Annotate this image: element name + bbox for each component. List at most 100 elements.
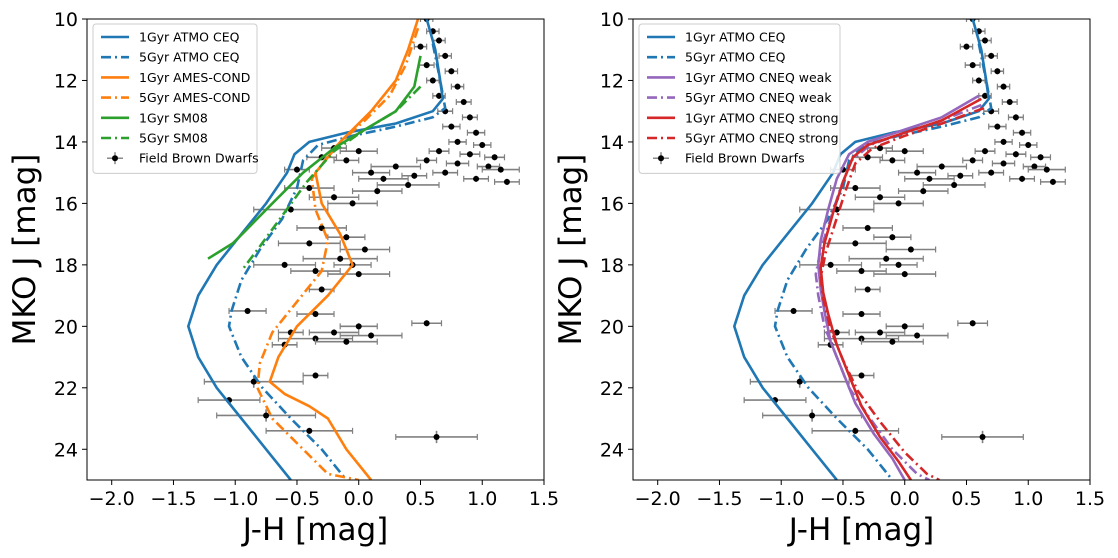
right-legend-entry: 1Gyr ATMO CNEQ weak	[685, 70, 832, 85]
left-field-brown-dwarf-point	[277, 329, 304, 336]
left-field-brown-dwarf-point	[455, 98, 472, 106]
right-legend-entry: Field Brown Dwarfs	[685, 151, 805, 166]
right-legend-swatch-points	[653, 152, 669, 165]
left-y-tick-label: 18	[54, 255, 78, 277]
right-chart: −2.0 −1.5 −1.0 −0.5 0.0 0.5 1.0 1.5 10 12 14 16 18 20…	[553, 9, 1105, 548]
left-plot-content	[187, 19, 520, 480]
right-field-brown-dwarf-point	[774, 307, 813, 315]
right-field-brown-dwarf-point	[916, 163, 968, 170]
left-field-brown-dwarf-point	[472, 141, 492, 149]
left-field-brown-dwarf-point	[327, 271, 391, 278]
right-field-brown-dwarf-point	[854, 194, 906, 201]
right-field-brown-dwarf-point	[885, 332, 949, 339]
left-y-axis-label: MKO J [mag]	[7, 154, 43, 346]
left-line-5gyr-sm08	[240, 85, 422, 272]
left-field-brown-dwarf-point	[327, 234, 366, 241]
left-field-brown-dwarf-point	[395, 430, 478, 444]
right-field-brown-dwarf-point	[991, 160, 1016, 167]
right-x-tick-label: 0.5	[951, 488, 981, 510]
right-line-1gyr-atmo-cneq-strong	[819, 97, 982, 480]
left-field-brown-dwarf-point	[253, 261, 317, 268]
right-field-brown-dwarf-point	[762, 409, 863, 422]
left-x-tick-label: −0.5	[274, 488, 320, 510]
left-y-tick-label: 16	[54, 193, 78, 215]
right-field-brown-dwarf-point	[1009, 175, 1036, 182]
right-field-brown-dwarf-point	[1030, 154, 1052, 161]
left-legend: 1Gyr ATMO CEQ 5Gyr ATMO CEQ 1Gyr AMES-COND…	[92, 23, 259, 174]
right-legend-entry: 5Gyr ATMO CNEQ strong	[685, 131, 839, 146]
left-field-brown-dwarf-point	[484, 154, 506, 161]
left-field-brown-dwarf-point	[314, 338, 378, 345]
right-field-brown-dwarf-point	[854, 286, 881, 293]
left-field-brown-dwarf-point	[418, 62, 435, 69]
right-field-brown-dwarf-point	[990, 68, 1005, 75]
right-field-brown-dwarf-point	[879, 261, 918, 268]
right-y-tick-label: 12	[600, 70, 624, 92]
right-field-brown-dwarf-point	[1022, 163, 1047, 170]
right-field-brown-dwarf-point	[897, 188, 949, 195]
left-legend-entry: 1Gyr AMES-COND	[139, 70, 250, 85]
left-field-brown-dwarf-point	[339, 148, 378, 155]
right-field-brown-dwarf-point	[1027, 166, 1066, 173]
left-legend-entry: Field Brown Dwarfs	[139, 151, 259, 166]
right-field-brown-dwarf-point	[854, 329, 906, 336]
right-y-tick-label: 20	[600, 316, 624, 338]
left-line-1gyr-ames-cond	[268, 19, 420, 480]
right-line-1gyr-atmo-cneq-weak	[817, 94, 980, 480]
right-field-brown-dwarf-point	[996, 83, 1011, 90]
left-line-1gyr-atmo-ceq	[187, 19, 444, 480]
right-field-brown-dwarf-point	[885, 148, 924, 155]
left-field-brown-dwarf-point	[461, 114, 478, 121]
left-field-brown-dwarf-point	[401, 172, 428, 179]
right-legend-entry: 1Gyr ATMO CEQ	[685, 30, 786, 45]
left-x-tick-label: 0.5	[405, 488, 435, 510]
left-legend-entry: 5Gyr AMES-COND	[139, 90, 250, 105]
right-field-brown-dwarf-point	[842, 310, 881, 318]
right-field-brown-dwarf-point	[962, 157, 984, 164]
left-field-brown-dwarf-point	[265, 427, 354, 434]
right-y-tick-label: 10	[600, 9, 624, 31]
right-field-brown-dwarf-point	[811, 427, 900, 434]
left-y-tick-label: 10	[54, 9, 78, 31]
right-field-brown-dwarf-point	[799, 206, 875, 213]
left-field-brown-dwarf-point	[308, 194, 360, 201]
right-x-tick-label: −1.5	[696, 488, 742, 510]
right-legend-entry: 1Gyr ATMO CNEQ strong	[685, 110, 839, 125]
right-plot-content	[733, 19, 1066, 480]
right-field-brown-dwarf-point	[984, 52, 998, 59]
left-field-brown-dwarf-point	[459, 151, 481, 158]
left-field-brown-dwarf-point	[228, 307, 267, 315]
right-y-tick-label: 22	[600, 378, 624, 400]
left-field-brown-dwarf-point	[476, 163, 501, 170]
left-field-brown-dwarf-point	[466, 129, 486, 136]
right-field-brown-dwarf-point	[978, 37, 992, 44]
left-field-brown-dwarf-point	[481, 166, 520, 173]
right-field-brown-dwarf-point	[974, 148, 996, 155]
left-legend-swatch-points	[107, 152, 123, 165]
right-field-brown-dwarf-point	[978, 169, 1005, 176]
right-line-5gyr-atmo-cneq-strong	[819, 106, 985, 480]
right-field-brown-dwarf-point	[799, 261, 863, 268]
left-field-brown-dwarf-point	[376, 181, 440, 189]
right-field-brown-dwarf-point	[959, 43, 974, 50]
left-field-brown-dwarf-point	[426, 77, 440, 84]
right-line-5gyr-atmo-ceq	[773, 43, 993, 480]
right-field-brown-dwarf-point	[873, 200, 924, 207]
left-y-tick-label: 14	[54, 132, 78, 154]
left-field-brown-dwarf-point	[413, 43, 428, 50]
right-x-tick-label: −0.5	[820, 488, 866, 510]
right-field-brown-dwarf-point	[897, 169, 937, 176]
left-y-tick-label: 24	[54, 439, 78, 461]
left-y-tick-label: 12	[54, 70, 78, 92]
right-field-brown-dwarf-point	[988, 123, 1007, 130]
left-field-brown-dwarf-point	[438, 52, 452, 59]
right-field-brown-dwarf-point	[922, 181, 986, 189]
right-field-brown-dwarf-point	[836, 267, 887, 275]
right-field-brown-dwarf-point	[957, 320, 989, 327]
right-legend-entry: 5Gyr ATMO CEQ	[685, 50, 786, 65]
right-field-brown-dwarf-point	[1018, 141, 1038, 149]
left-line-5gyr-atmo-ceq	[227, 43, 447, 480]
right-field-brown-dwarf-point	[941, 430, 1024, 444]
left-field-brown-dwarf-point	[432, 169, 459, 176]
right-field-brown-dwarf-point	[1005, 151, 1027, 158]
